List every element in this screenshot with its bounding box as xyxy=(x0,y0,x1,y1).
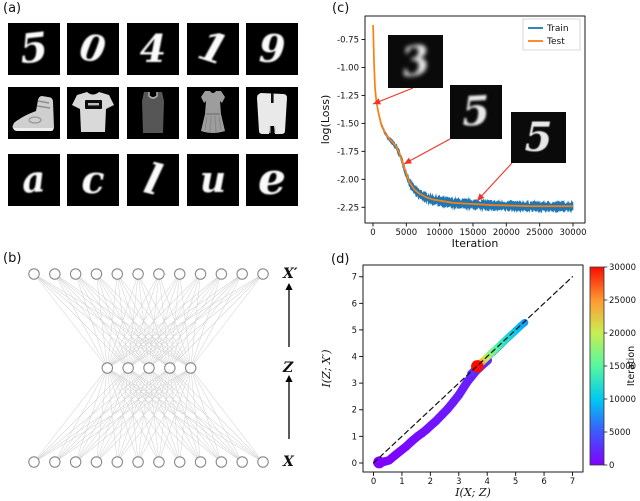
panel-d-information-plane: (d) xyxy=(320,250,640,501)
network-node xyxy=(257,456,269,468)
sample-digit-9: 9 xyxy=(246,23,298,75)
information-plane-canvas xyxy=(320,250,640,501)
network-node xyxy=(143,362,155,374)
network-node xyxy=(173,268,186,280)
sample-letter-a: a xyxy=(8,154,60,206)
network-node xyxy=(28,456,40,468)
layer-label-input-layer: X xyxy=(282,454,295,470)
layer-label-latent-layer: Z xyxy=(282,360,294,376)
flow-arrowhead-icon xyxy=(285,375,293,382)
sample-letter-c: c xyxy=(67,154,119,206)
sample-glyph: u xyxy=(199,159,227,201)
network-node xyxy=(28,268,40,280)
sample-fashion-t-shirt xyxy=(67,87,119,139)
panel-c-label: (c) xyxy=(332,1,350,16)
sample-glyph: 1 xyxy=(192,23,234,75)
sample-glyph: e xyxy=(258,154,286,205)
sample-fashion-dress xyxy=(187,87,239,139)
sample-letter-e: e xyxy=(246,154,298,206)
network-node xyxy=(90,456,103,468)
network-node xyxy=(132,268,144,280)
autoencoder-diagram: X′ Z X xyxy=(28,266,298,470)
tank-top-icon xyxy=(142,92,164,133)
panel-b-label: (b) xyxy=(3,251,22,266)
network-node xyxy=(49,268,61,280)
network-node xyxy=(184,362,197,374)
network-node xyxy=(215,268,228,280)
network-node xyxy=(215,456,228,468)
layer-label-output-layer: X′ xyxy=(282,266,298,282)
reconstructed-digit: 3 xyxy=(398,35,433,87)
panel-a-label: (a) xyxy=(3,1,22,16)
ankle-boot-icon xyxy=(12,96,54,131)
flow-arrowhead-icon xyxy=(285,283,293,290)
network-node xyxy=(122,362,134,374)
network-edges xyxy=(33,273,264,463)
sample-letter-l: l xyxy=(127,154,179,206)
network-node xyxy=(69,268,82,280)
sample-digit-4: 4 xyxy=(127,23,179,75)
network-node xyxy=(90,268,103,280)
sample-digit-0: 0 xyxy=(67,23,119,75)
network-node xyxy=(164,362,176,374)
panel-d-label: (d) xyxy=(331,252,350,267)
sample-fashion-tank-top xyxy=(127,87,179,139)
network-node xyxy=(111,456,124,468)
sample-fashion-ankle-boot xyxy=(8,87,60,139)
sample-glyph: a xyxy=(20,158,48,202)
reconstructed-digit: 5 xyxy=(460,87,492,136)
sample-digit-5: 5 xyxy=(8,23,60,75)
network-node xyxy=(257,268,269,280)
network-node xyxy=(111,268,124,280)
panel-b-network: (b) X′ Z X xyxy=(0,250,320,501)
network-node xyxy=(49,456,61,468)
network-node xyxy=(69,456,82,468)
sample-glyph: 0 xyxy=(77,26,109,72)
network-node xyxy=(236,268,248,280)
sample-fashion-shirt xyxy=(246,87,298,139)
sample-glyph: 9 xyxy=(258,25,287,72)
sample-letter-u: u xyxy=(187,154,239,206)
reconstruction-mid-inset: 5 xyxy=(450,85,502,139)
sample-glyph: 5 xyxy=(17,23,51,74)
sample-glyph: 4 xyxy=(139,26,167,71)
network-node xyxy=(153,268,165,280)
t-shirt-icon xyxy=(72,92,114,132)
reconstructed-digit: 5 xyxy=(524,113,553,161)
sample-glyph: l xyxy=(139,154,167,206)
network-node xyxy=(194,456,207,468)
network-node xyxy=(173,456,186,468)
network-node xyxy=(101,362,114,374)
network-node xyxy=(132,456,144,468)
network-node xyxy=(153,456,165,468)
sample-glyph: c xyxy=(81,157,105,202)
sample-digit-1: 1 xyxy=(187,23,239,75)
network-node xyxy=(194,268,207,280)
dress-icon xyxy=(201,91,225,133)
network-node xyxy=(236,456,248,468)
reconstruction-late-inset: 5 xyxy=(511,112,566,163)
reconstruction-early-inset: 3 xyxy=(388,35,443,88)
shirt-icon xyxy=(257,93,287,134)
